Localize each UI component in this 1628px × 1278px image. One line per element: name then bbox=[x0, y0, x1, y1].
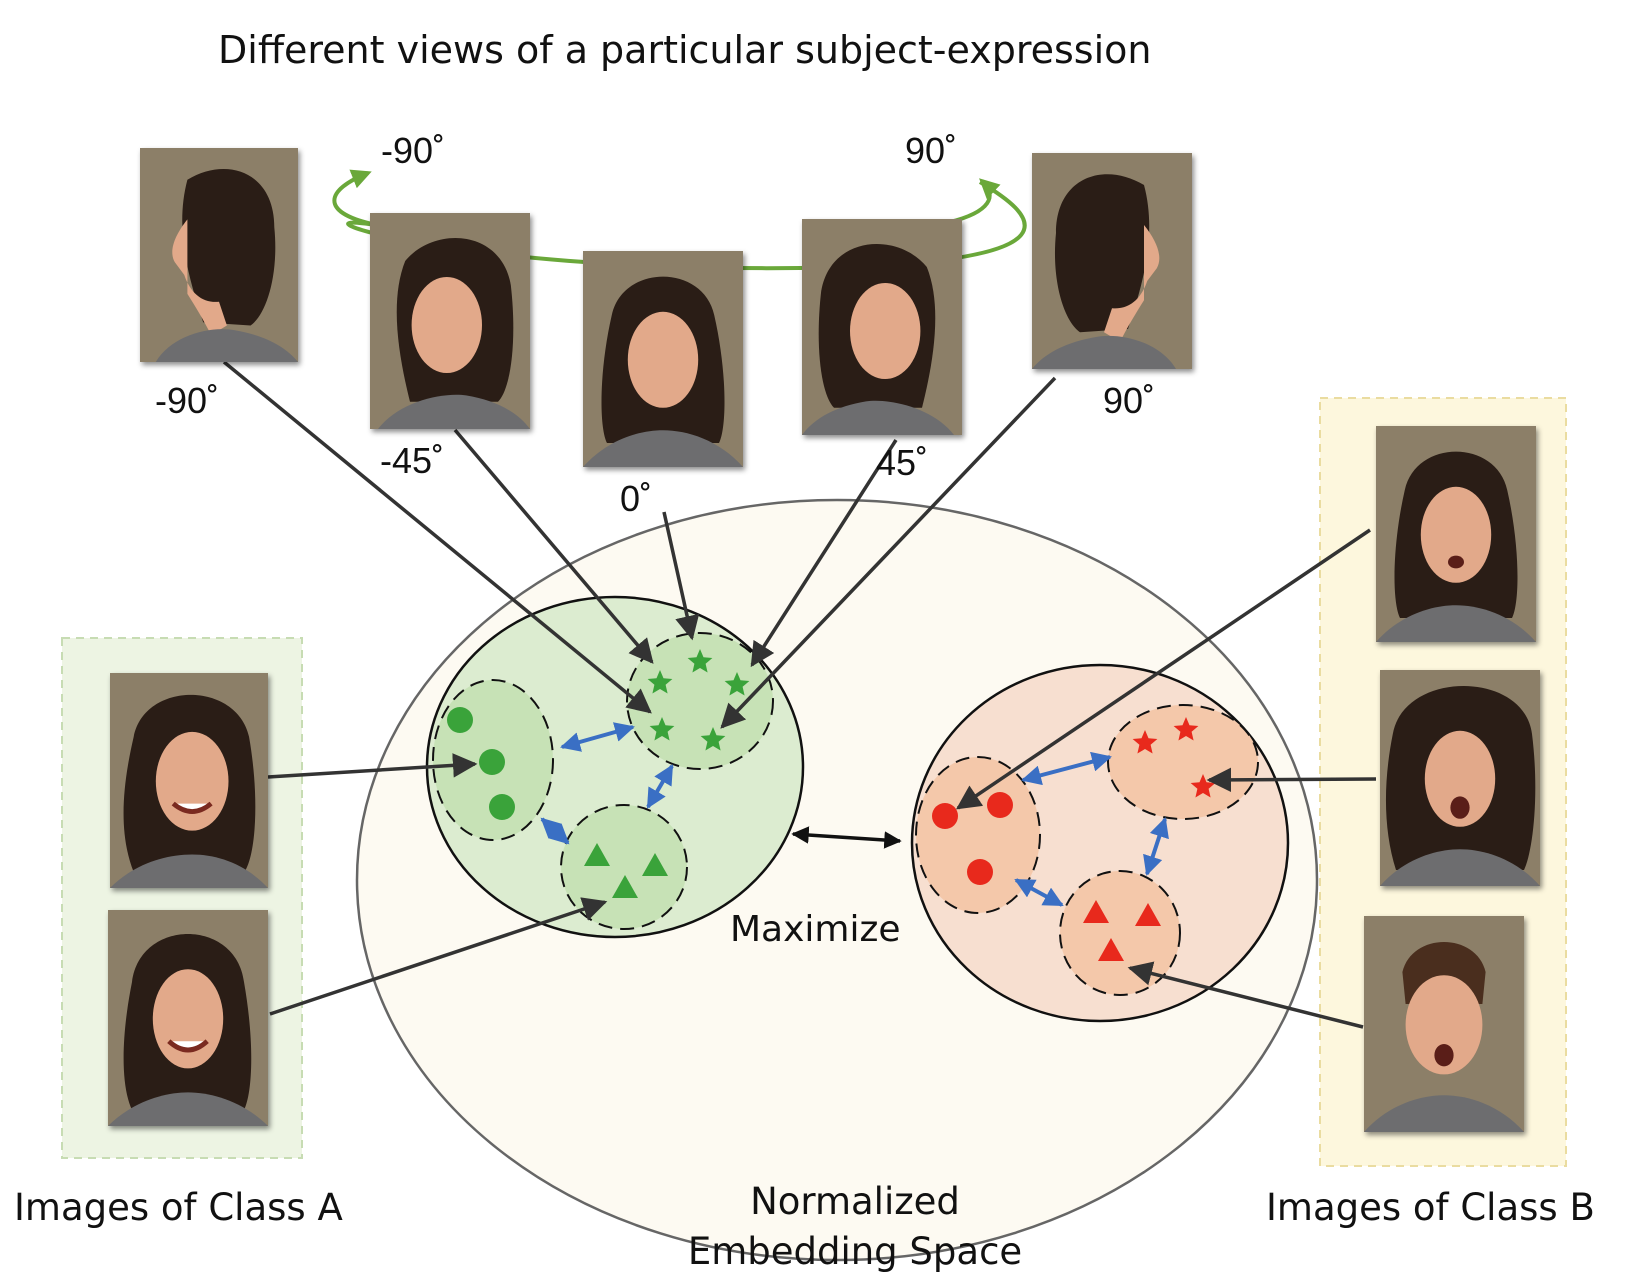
rotation-label-left: -90˚ bbox=[381, 130, 446, 171]
class-b-star-marker bbox=[1132, 730, 1158, 754]
view-label-minus-90: -90˚ bbox=[155, 380, 220, 421]
class-a-star-marker bbox=[724, 672, 750, 696]
class-b-face-photo-2 bbox=[1380, 670, 1540, 886]
rotation-arrow-right bbox=[949, 178, 1001, 224]
class-b-circle-marker bbox=[967, 859, 993, 885]
face-photo-view-plus-90 bbox=[1032, 153, 1192, 369]
blue-double-arrow bbox=[1143, 817, 1169, 876]
class-b-triangle-marker bbox=[1083, 900, 1109, 923]
class-a-circle-marker bbox=[489, 794, 515, 820]
view-label-minus-45: -45˚ bbox=[380, 440, 445, 481]
mapping-arrow bbox=[222, 360, 652, 714]
blue-double-arrow bbox=[1021, 751, 1112, 786]
face-photo-view-minus-90 bbox=[140, 148, 298, 362]
mapping-arrow bbox=[1127, 961, 1364, 1029]
mapping-arrow bbox=[750, 439, 898, 668]
face-photo-view-plus-45 bbox=[802, 219, 962, 435]
class-b-face-photo-3 bbox=[1364, 916, 1524, 1132]
mapping-arrow bbox=[269, 897, 608, 1016]
maximize-double-arrow bbox=[791, 826, 902, 849]
class-b-caption: Images of Class B bbox=[1266, 1186, 1595, 1229]
view-label-plus-45: 45˚ bbox=[876, 442, 929, 483]
maximize-label: Maximize bbox=[730, 909, 901, 950]
class-a-star-marker bbox=[700, 727, 726, 751]
class-a-star-marker bbox=[647, 670, 673, 694]
blue-double-arrow bbox=[540, 817, 570, 845]
class-a-star-marker bbox=[649, 717, 675, 741]
embedding-caption-line1: Normalized bbox=[750, 1180, 960, 1223]
class-b-star-marker bbox=[1173, 717, 1199, 741]
blue-double-arrow bbox=[1014, 878, 1064, 907]
rotation-arc bbox=[346, 180, 1027, 271]
class-b-circle-group bbox=[915, 756, 1041, 914]
face-photo-view-0 bbox=[583, 251, 743, 467]
class-a-caption: Images of Class A bbox=[14, 1186, 343, 1229]
class-a-triangle-marker bbox=[612, 875, 638, 898]
mapping-arrow bbox=[453, 428, 654, 664]
class-a-face-photo-1 bbox=[110, 673, 268, 888]
rotation-label-right: 90˚ bbox=[905, 130, 958, 171]
class-a-face-photo-2 bbox=[108, 910, 268, 1126]
class-b-triangle-marker bbox=[1098, 938, 1124, 961]
class-b-star-group bbox=[1107, 704, 1259, 820]
mapping-arrow bbox=[662, 511, 700, 641]
class-a-triangle-marker bbox=[642, 853, 668, 876]
view-label-plus-90: 90˚ bbox=[1103, 380, 1156, 421]
rotation-arrow-left bbox=[332, 169, 373, 226]
class-a-triangle-marker bbox=[584, 843, 610, 866]
class-b-circle-marker bbox=[932, 803, 958, 829]
class-a-circle-marker bbox=[479, 749, 505, 775]
class-b-face-photo-1 bbox=[1376, 426, 1536, 642]
mapping-arrow bbox=[720, 376, 1057, 729]
mapping-arrow bbox=[955, 528, 1371, 810]
class-b-triangle-marker bbox=[1135, 903, 1161, 926]
embedding-caption-line2: Embedding Space bbox=[687, 1230, 1023, 1273]
class-a-circle-marker bbox=[447, 707, 473, 733]
mapping-arrow bbox=[1206, 767, 1377, 793]
mapping-arrow bbox=[267, 753, 478, 779]
face-photo-view-minus-45 bbox=[370, 213, 530, 429]
class-b-circle-marker bbox=[987, 792, 1013, 818]
view-label-0: 0˚ bbox=[620, 478, 653, 519]
blue-double-arrow bbox=[646, 764, 674, 809]
blue-double-arrow bbox=[560, 722, 635, 752]
class-a-star-marker bbox=[687, 649, 713, 673]
diagram-title: Different views of a particular subject-… bbox=[218, 28, 1152, 72]
